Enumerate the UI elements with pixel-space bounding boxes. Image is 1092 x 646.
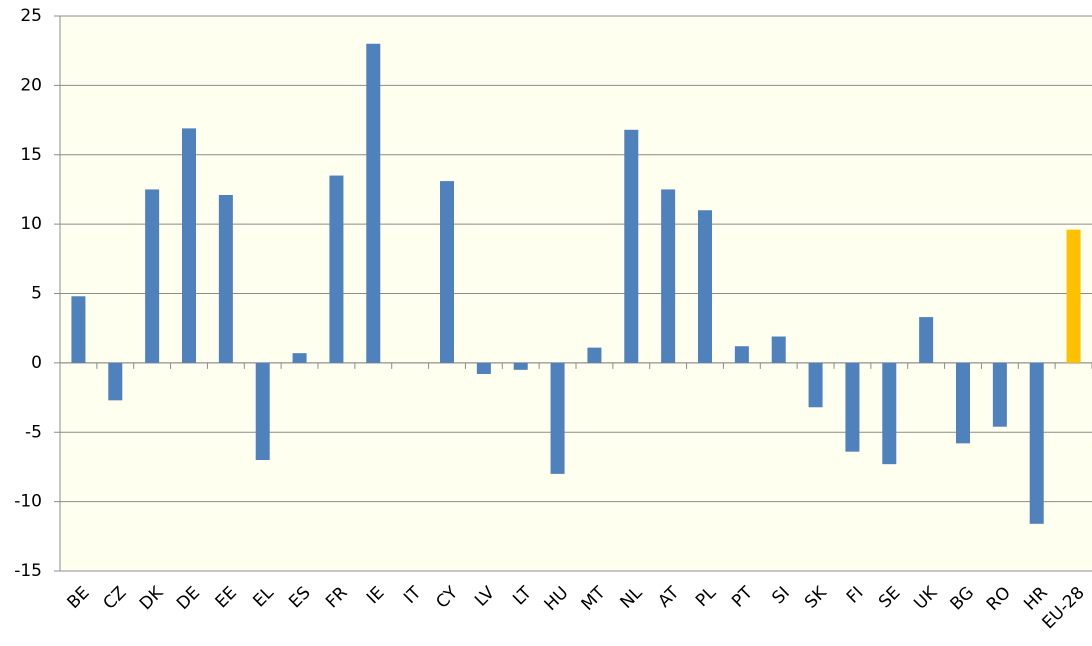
x-tick-label: SE: [875, 583, 904, 612]
bar: [182, 128, 196, 363]
x-tick-label: FI: [843, 583, 868, 608]
bar: [1066, 229, 1081, 363]
bar: [440, 181, 454, 363]
bar: [550, 362, 565, 474]
x-tick-label: CZ: [100, 583, 131, 614]
x-tick-label: SI: [768, 583, 793, 608]
y-tick-label: 5: [31, 284, 42, 304]
bar: [255, 362, 270, 460]
x-tick-label: EU-28: [1038, 583, 1088, 633]
bar: [992, 362, 1007, 427]
x-tick-label: HU: [541, 583, 573, 615]
x-tick-label: CY: [432, 583, 462, 613]
bar: [1029, 362, 1044, 524]
x-tick-label: EL: [249, 583, 278, 612]
y-tick-label: 25: [20, 6, 42, 26]
x-tick-label: BE: [64, 583, 94, 613]
bar: [956, 362, 970, 444]
x-tick-label: IE: [363, 583, 388, 608]
bar: [882, 362, 897, 465]
bar: [624, 129, 639, 363]
bar: [513, 362, 528, 370]
x-tick-label: SK: [801, 582, 831, 612]
x-tick-label: NL: [617, 583, 647, 613]
bar: [698, 210, 712, 363]
y-tick-label: 0: [31, 353, 42, 373]
x-tick-label: DE: [173, 583, 204, 614]
x-tick-label: BG: [947, 583, 978, 614]
y-tick-label: -15: [14, 561, 42, 581]
y-tick-label: -5: [25, 422, 42, 442]
bar: [587, 347, 602, 363]
bar: [145, 189, 160, 363]
bar: [366, 43, 381, 363]
bar: [476, 362, 491, 374]
x-tick-label: AT: [654, 583, 683, 612]
x-tick-label: DK: [136, 582, 168, 614]
x-tick-label: UK: [910, 582, 941, 613]
bar: [919, 317, 934, 363]
bar: [771, 336, 786, 363]
x-tick-label: PL: [692, 583, 720, 611]
bar: [845, 362, 860, 452]
bar: [71, 296, 86, 363]
bar: [661, 189, 676, 363]
x-tick-label: EE: [212, 583, 241, 612]
x-tick-label: LV: [471, 583, 499, 611]
bar: [218, 194, 233, 363]
x-tick-label: ES: [285, 583, 314, 612]
y-tick-label: 15: [20, 145, 42, 165]
x-tick-label: MT: [578, 583, 610, 615]
bar: [108, 362, 123, 401]
x-tick-label: RO: [983, 583, 1015, 615]
x-tick-label: LT: [509, 582, 536, 609]
bar: [329, 175, 344, 363]
x-tick-label: IT: [400, 582, 425, 607]
bar: [808, 362, 823, 408]
x-tick-label: FR: [322, 583, 352, 613]
x-tick-label: PT: [728, 582, 757, 611]
y-tick-label: 20: [20, 75, 42, 95]
y-tick-label: -10: [14, 492, 42, 512]
bar: [292, 353, 307, 363]
bar: [734, 346, 749, 363]
y-tick-label: 10: [20, 214, 42, 234]
